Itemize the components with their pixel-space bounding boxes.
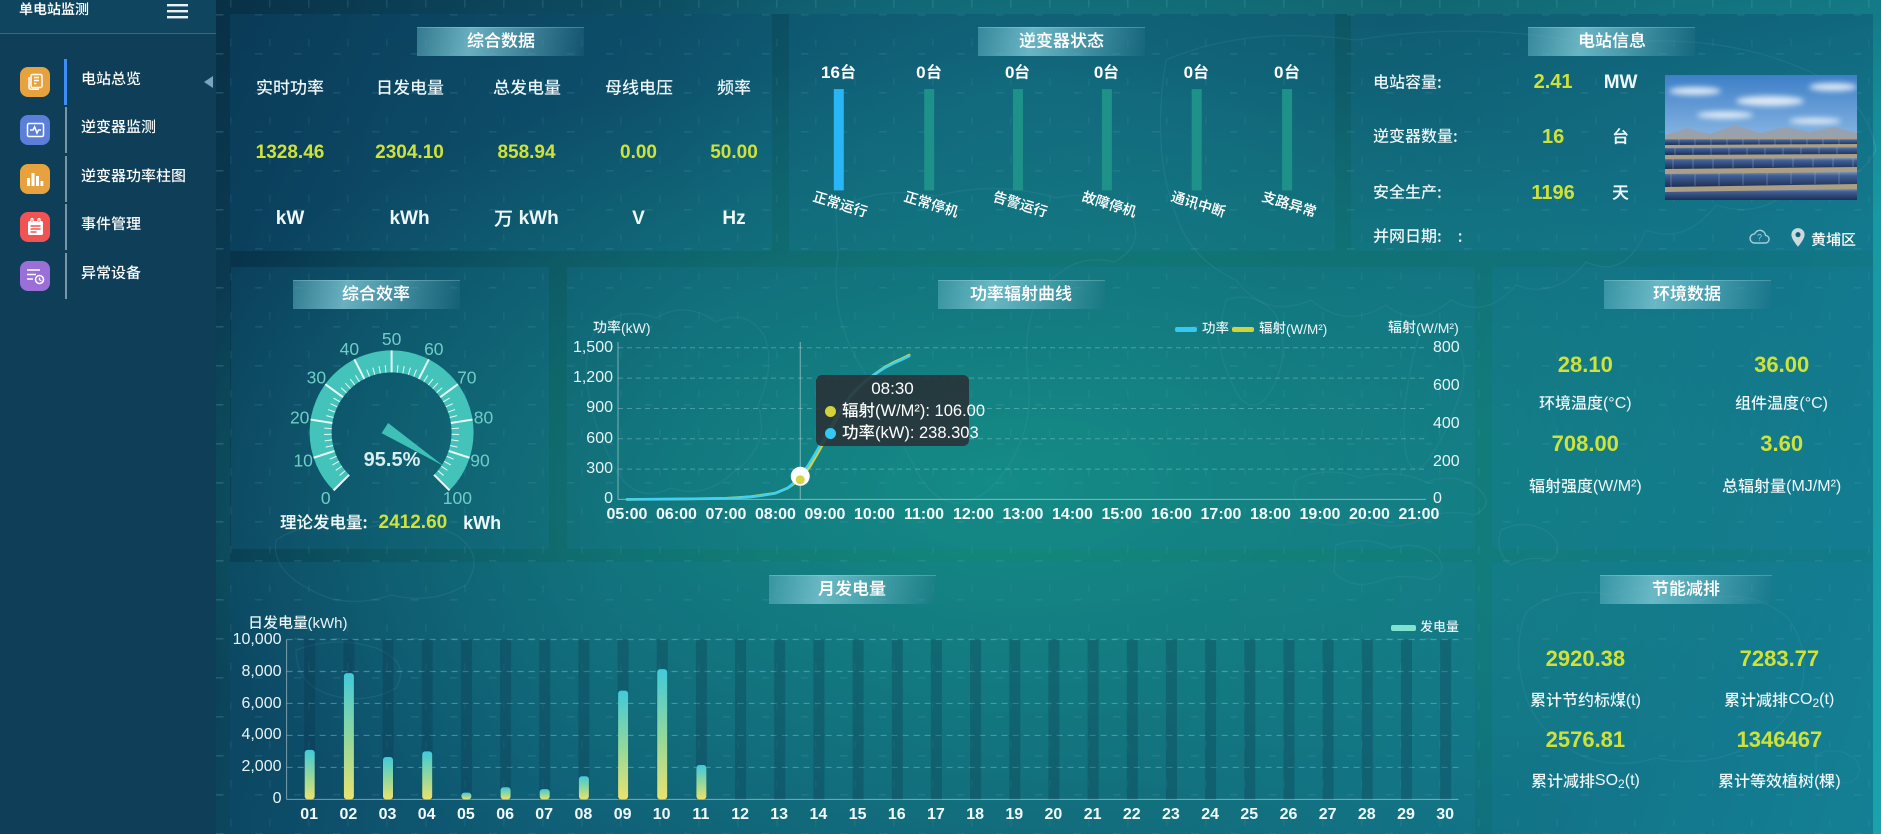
svg-text:80: 80 [474, 408, 494, 428]
svg-text:100: 100 [443, 488, 472, 508]
svg-text:30: 30 [307, 367, 327, 387]
svg-text:95.5%: 95.5% [364, 449, 421, 471]
svg-text:40: 40 [340, 339, 360, 359]
svg-text:?: ? [1757, 233, 1762, 243]
svg-text:10: 10 [294, 451, 314, 471]
svg-text:50: 50 [382, 329, 402, 349]
svg-text:0: 0 [321, 488, 331, 508]
svg-text:90: 90 [471, 451, 491, 471]
svg-text:20: 20 [290, 408, 310, 428]
svg-text:60: 60 [424, 339, 444, 359]
svg-text:70: 70 [457, 367, 477, 387]
